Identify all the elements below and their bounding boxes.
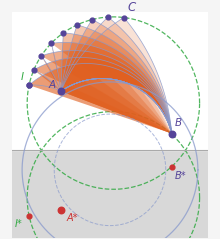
Polygon shape [61, 17, 172, 134]
Text: I*: I* [15, 219, 22, 229]
Point [62, 31, 65, 35]
Point [75, 23, 79, 27]
Point [59, 89, 63, 93]
Polygon shape [61, 17, 172, 134]
Point [122, 16, 126, 19]
Text: A*: A* [66, 213, 78, 223]
Point [32, 68, 36, 72]
Point [106, 15, 110, 19]
Bar [12, 12, 208, 150]
Text: I: I [21, 72, 24, 82]
Point [90, 18, 94, 22]
Point [27, 214, 31, 217]
Polygon shape [51, 43, 172, 134]
Text: C: C [127, 1, 136, 14]
Point [27, 83, 31, 87]
Point [170, 132, 173, 136]
Polygon shape [61, 25, 172, 134]
Point [40, 54, 43, 58]
Polygon shape [61, 33, 172, 134]
Text: A: A [49, 80, 56, 90]
Point [50, 41, 53, 45]
Polygon shape [41, 51, 172, 134]
Polygon shape [61, 20, 172, 134]
Point [59, 208, 63, 212]
Text: B: B [175, 119, 182, 128]
Text: B*: B* [175, 171, 187, 181]
Polygon shape [34, 57, 172, 134]
Polygon shape [29, 64, 172, 134]
Point [27, 83, 31, 87]
Bar [12, 150, 208, 238]
Point [170, 165, 173, 169]
